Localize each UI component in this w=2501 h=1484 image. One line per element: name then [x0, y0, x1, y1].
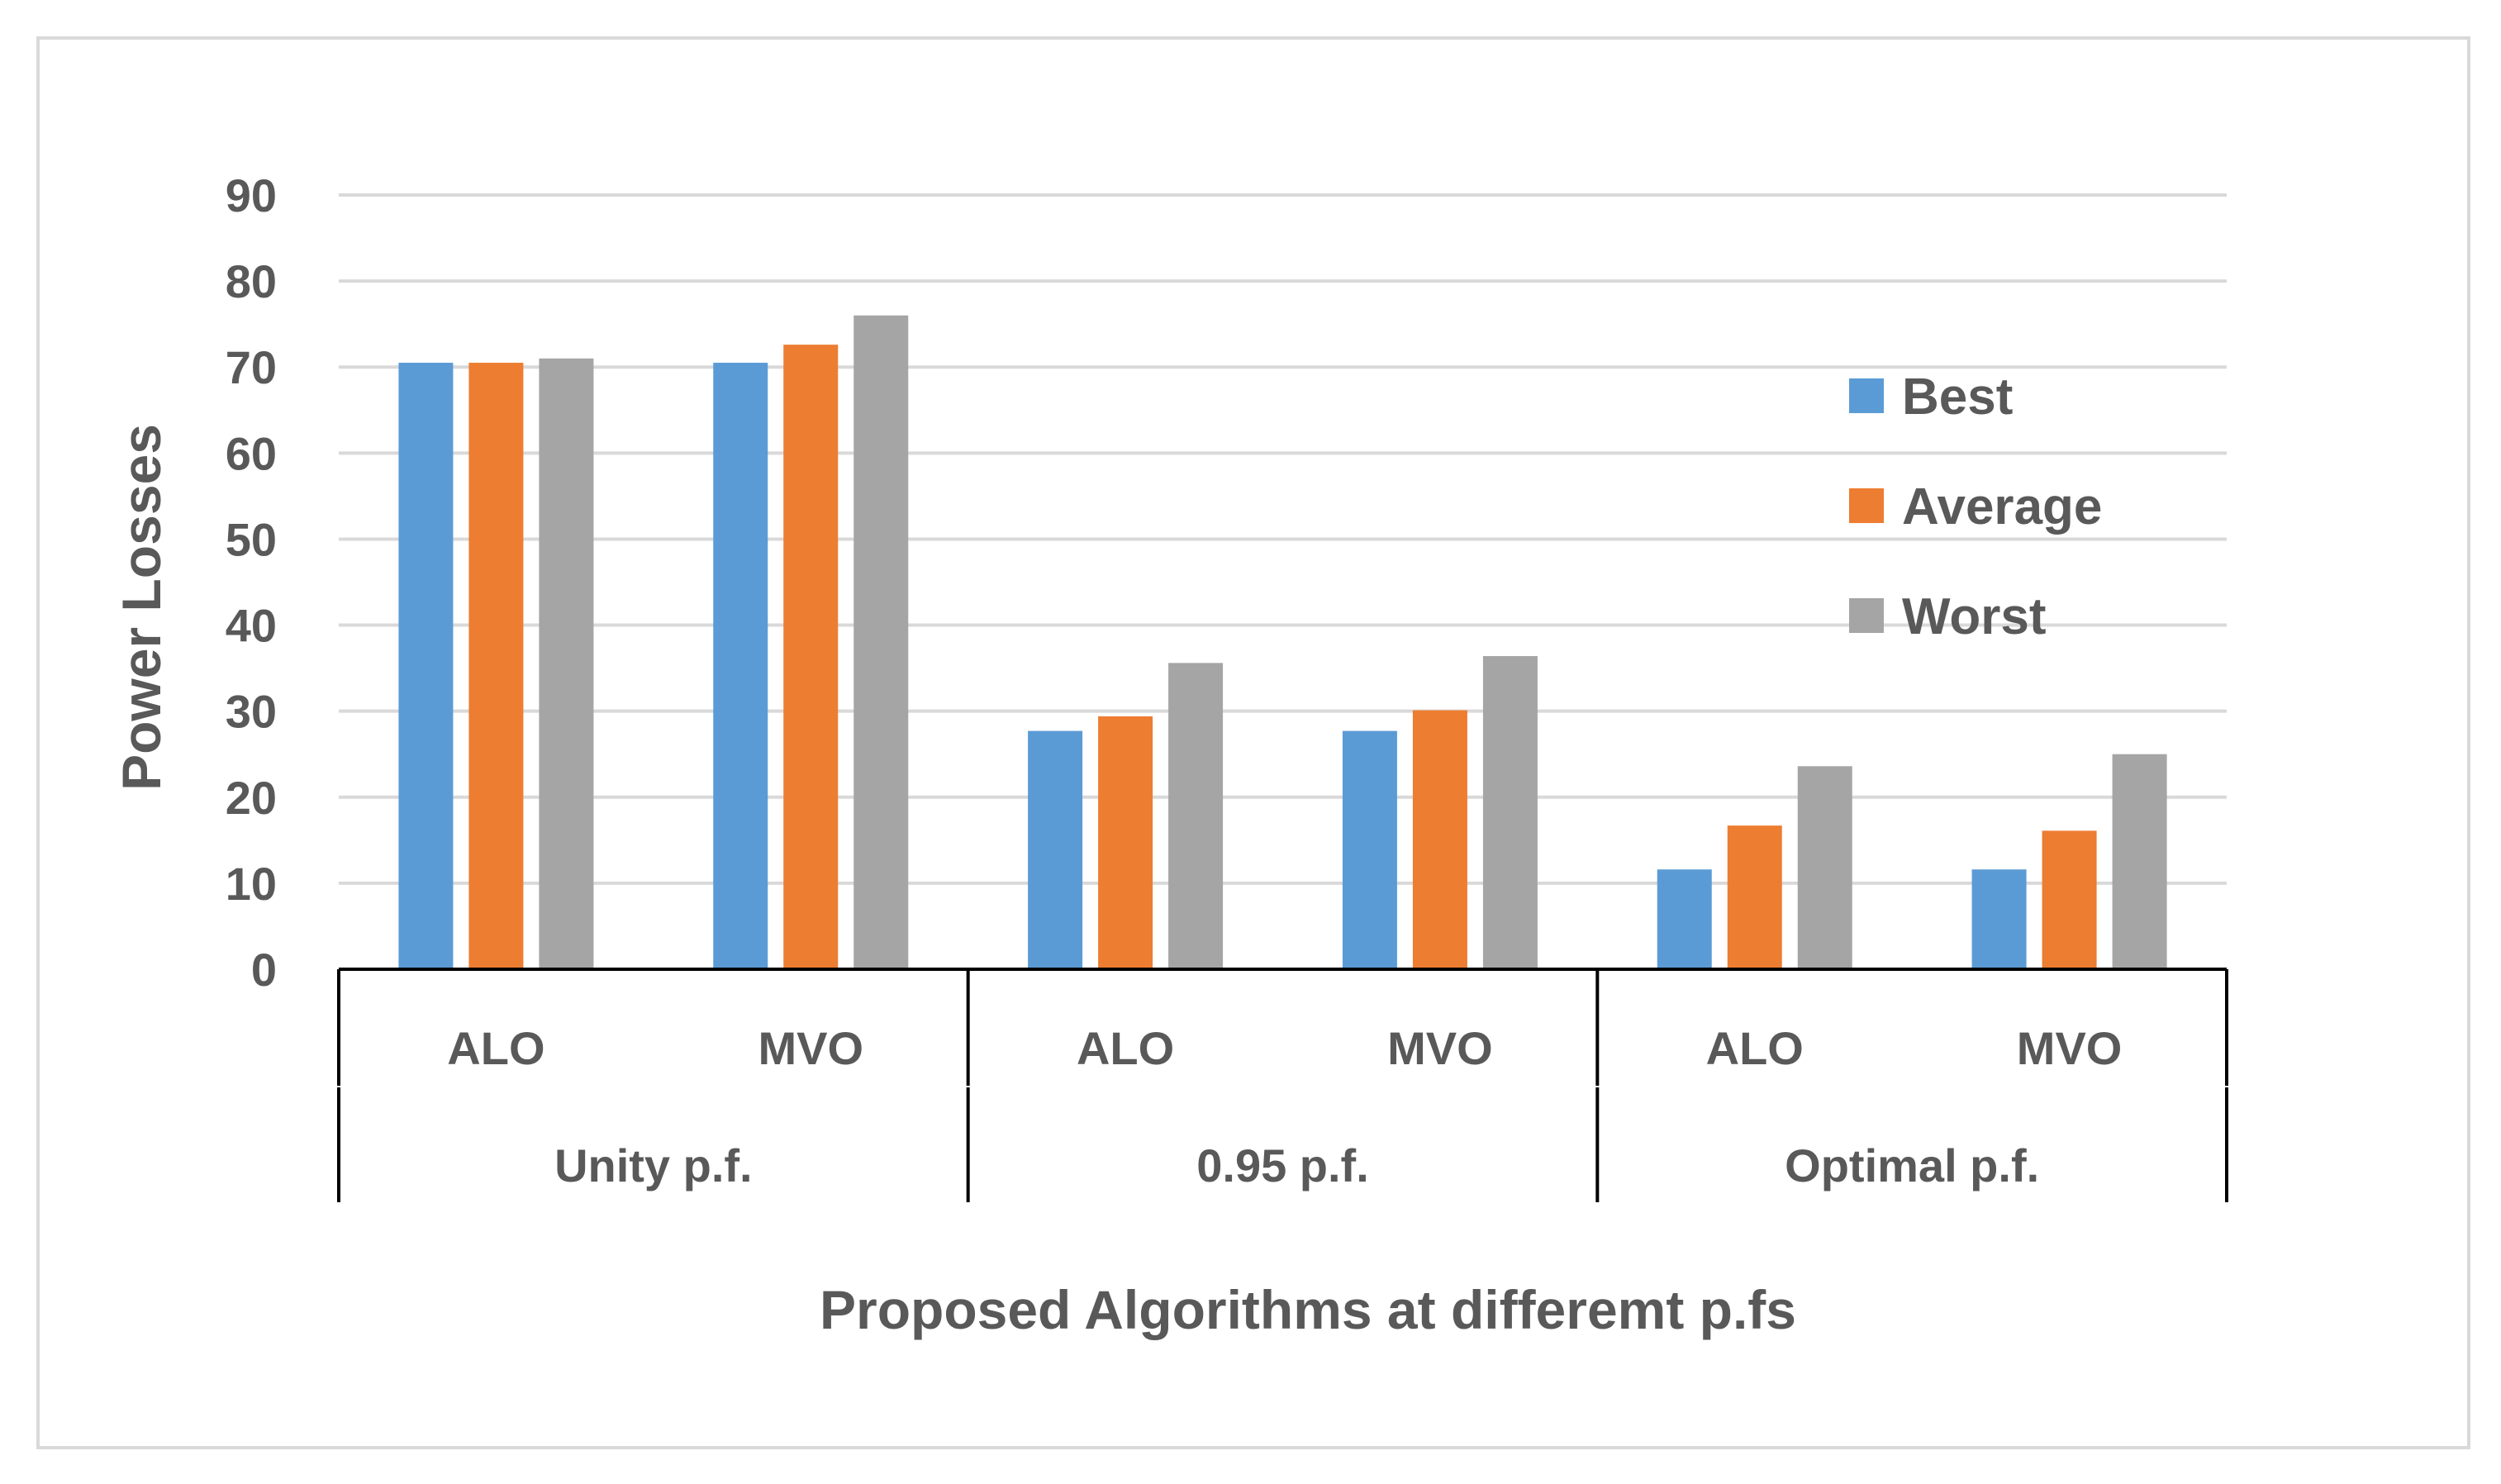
- legend-swatch-average: [1849, 488, 1884, 523]
- gridlines: [339, 193, 2227, 885]
- x-category-label: ALO: [1077, 1022, 1174, 1074]
- y-tick-label: 30: [226, 686, 277, 738]
- x-category-label: MVO: [758, 1022, 863, 1074]
- axes: [337, 968, 2228, 1202]
- x-category-label: ALO: [447, 1022, 544, 1074]
- y-tick-label: 10: [226, 858, 277, 910]
- y-axis-title: Power Losses: [111, 424, 172, 791]
- bar-best: [398, 363, 454, 969]
- bar-average: [783, 345, 839, 969]
- y-tick-label: 0: [251, 944, 277, 996]
- x-axis-title: Proposed Algorithms at differemt p.fs: [820, 1279, 1796, 1340]
- bar-worst: [539, 358, 594, 969]
- bar-best: [1971, 869, 2027, 969]
- x-category-label: MVO: [2017, 1022, 2123, 1074]
- y-tick-label: 70: [226, 341, 277, 393]
- legend: Best Average Worst: [1849, 369, 2102, 645]
- x-category-labels: ALO MVO ALO MVO ALO MVO: [447, 1022, 2122, 1074]
- bar-worst: [853, 315, 909, 969]
- bar-average: [2042, 830, 2097, 969]
- bar-worst: [1797, 766, 1852, 969]
- bar-best: [713, 363, 768, 969]
- x-category-label: ALO: [1706, 1022, 1804, 1074]
- x-group-label: Unity p.f.: [554, 1139, 753, 1191]
- bar-worst: [1482, 656, 1538, 969]
- bars: [398, 315, 2167, 969]
- bar-average: [1412, 710, 1467, 969]
- x-category-label: MVO: [1387, 1022, 1493, 1074]
- y-tick-label: 50: [226, 513, 277, 565]
- bar-worst: [1168, 663, 1224, 969]
- legend-label-average: Average: [1902, 478, 2102, 535]
- x-group-labels: Unity p.f. 0.95 p.f. Optimal p.f.: [554, 1139, 2039, 1191]
- x-group-label: 0.95 p.f.: [1196, 1139, 1369, 1191]
- y-tick-label: 20: [226, 772, 277, 824]
- legend-swatch-best: [1849, 378, 1884, 413]
- y-tick-label: 60: [226, 427, 277, 479]
- bar-best: [1028, 730, 1083, 969]
- bar-average: [468, 363, 524, 969]
- bar-average: [1727, 825, 1782, 969]
- y-tick-label: 90: [226, 169, 277, 221]
- bar-worst: [2112, 754, 2167, 969]
- y-tick-label: 80: [226, 255, 277, 307]
- y-tick-label: 40: [226, 600, 277, 652]
- bar-best: [1657, 869, 1712, 969]
- bar-average: [1098, 716, 1153, 969]
- legend-swatch-worst: [1849, 598, 1884, 633]
- legend-label-best: Best: [1902, 369, 2013, 426]
- y-tick-labels: 0 10 20 30 40 50 60 70 80 90: [226, 169, 277, 996]
- x-group-label: Optimal p.f.: [1785, 1139, 2039, 1191]
- bar-best: [1342, 730, 1397, 969]
- legend-label-worst: Worst: [1902, 588, 2047, 645]
